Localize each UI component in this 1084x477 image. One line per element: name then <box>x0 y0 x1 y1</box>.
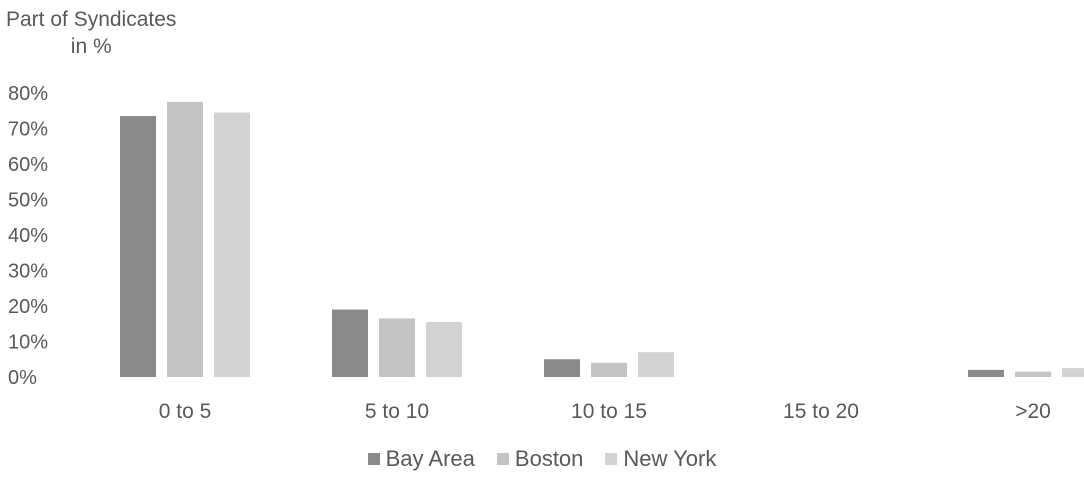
bar-boston-2 <box>591 362 627 377</box>
y-tick-label: 70% <box>8 119 48 141</box>
legend-swatch-boston <box>496 453 509 465</box>
y-tick-label: 20% <box>8 296 48 318</box>
bar-new-york-0 <box>214 112 250 378</box>
bar-boston-0 <box>167 101 203 377</box>
bar-boston-1 <box>379 318 415 377</box>
y-tick-label: 40% <box>8 225 48 247</box>
bar-chart: 0% 10% 20% 30% 40% 50% 60% 70% 80% 0 to 5 5 to 10 1… <box>8 83 1084 423</box>
x-tick-label: >20 <box>1015 400 1051 423</box>
x-tick-label: 0 to 5 <box>159 400 212 423</box>
legend-swatch-new-york <box>605 453 618 465</box>
y-tick-label: 30% <box>8 261 48 283</box>
bar-new-york-4 <box>1062 368 1084 377</box>
legend-label-new-york: New York <box>623 446 717 471</box>
bar-new-york-2 <box>638 352 674 377</box>
bar-bay-area-4 <box>968 369 1004 377</box>
bar-new-york-1 <box>426 321 462 377</box>
legend-item-new-york: New York <box>605 446 716 472</box>
y-axis-title-line1: Part of Syndicates <box>6 8 177 31</box>
bar-boston-4 <box>1015 371 1051 377</box>
legend-label-boston: Boston <box>514 446 584 471</box>
bar-bay-area-0 <box>120 116 156 377</box>
y-axis-title-line2: in % <box>70 35 112 58</box>
x-tick-label: 10 to 15 <box>571 400 647 423</box>
legend: Bay Area Boston New York <box>0 446 1084 472</box>
y-tick-label: 10% <box>8 332 48 354</box>
x-tick-label: 5 to 10 <box>365 400 429 423</box>
x-tick-label: 15 to 20 <box>783 400 859 423</box>
bar-bay-area-2 <box>544 359 580 377</box>
bar-bay-area-1 <box>332 309 368 377</box>
legend-swatch-bay-area <box>367 453 380 465</box>
y-tick-label: 60% <box>8 154 48 176</box>
y-tick-label: 50% <box>8 190 48 212</box>
legend-item-boston: Boston <box>496 446 584 472</box>
y-tick-label: 0% <box>8 367 37 389</box>
legend-item-bay-area: Bay Area <box>367 446 475 472</box>
y-axis-title: Part of Syndicates in % <box>6 6 176 60</box>
legend-label-bay-area: Bay Area <box>385 446 475 471</box>
y-tick-label: 80% <box>8 83 48 105</box>
